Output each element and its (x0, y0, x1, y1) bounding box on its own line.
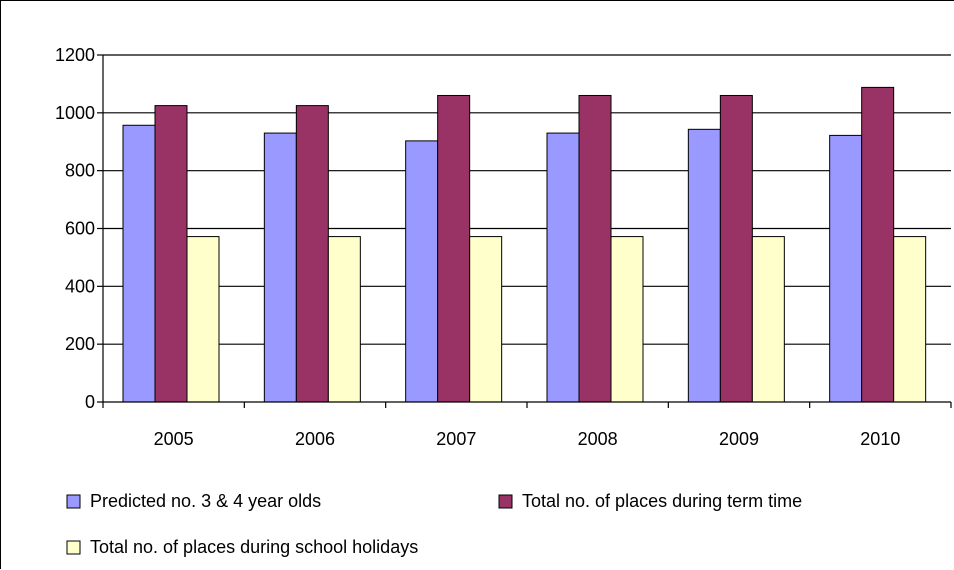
bar-2006-series-3 (327, 236, 361, 403)
x-tick-label: 2008 (578, 429, 618, 449)
bar-2007-series-1 (405, 140, 439, 403)
bar-2006-series-1 (263, 132, 297, 403)
y-tick-label: 0 (85, 392, 95, 412)
bar-2005-series-1 (122, 124, 156, 403)
bar-2006-series-2 (295, 105, 329, 403)
y-tick-label: 200 (65, 334, 95, 354)
bar-2010-series-1 (829, 134, 863, 403)
x-tick-label: 2009 (719, 429, 759, 449)
bar-2008-series-2 (578, 94, 612, 403)
bar-2010-series-2 (861, 86, 895, 403)
legend-swatch-series-1 (66, 494, 81, 509)
bar-2008-series-1 (546, 132, 580, 403)
bar-2009-series-1 (687, 128, 721, 403)
bar-2008-series-3 (610, 236, 644, 403)
bar-2009-series-2 (719, 94, 753, 403)
bar-2007-series-2 (437, 94, 471, 403)
legend-label-series-1: Predicted no. 3 & 4 year olds (90, 491, 321, 511)
bar-2009-series-3 (751, 236, 785, 403)
bar-2010-series-3 (893, 236, 927, 403)
bar-2007-series-3 (469, 236, 503, 403)
x-tick-label: 2007 (436, 429, 476, 449)
y-tick-label: 600 (65, 219, 95, 239)
x-tick-label: 2005 (154, 429, 194, 449)
legend-label-series-2: Total no. of places during term time (522, 491, 802, 511)
legend-swatch-series-2 (498, 494, 513, 509)
x-tick-label: 2010 (860, 429, 900, 449)
legend-swatch-series-3 (66, 540, 81, 555)
y-tick-label: 1200 (55, 45, 95, 65)
y-tick-label: 1000 (55, 103, 95, 123)
bar-2005-series-2 (154, 105, 188, 403)
legend-label-series-3: Total no. of places during school holida… (90, 537, 418, 557)
bar-2005-series-3 (186, 236, 220, 403)
y-tick-label: 400 (65, 276, 95, 296)
x-tick-label: 2006 (295, 429, 335, 449)
y-tick-label: 800 (65, 161, 95, 181)
